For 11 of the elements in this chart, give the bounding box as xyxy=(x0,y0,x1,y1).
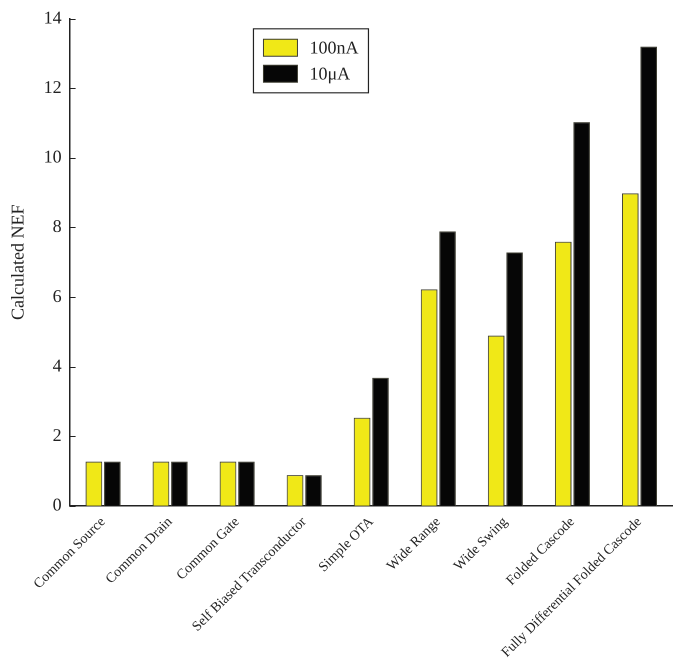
legend-label: 100nA xyxy=(309,38,358,58)
y-tick-label: 6 xyxy=(52,286,62,306)
y-tick-label: 4 xyxy=(52,355,62,376)
y-tick-label: 12 xyxy=(44,77,62,98)
y-tick-label: 10 xyxy=(44,146,62,167)
y-axis-title: Calculated NEF xyxy=(8,204,28,320)
y-tick-label: 14 xyxy=(44,8,62,28)
y-tick-label: 2 xyxy=(52,424,62,445)
y-tick-label: 8 xyxy=(52,216,62,236)
legend-label: 10μA xyxy=(309,64,350,84)
y-tick-label: 0 xyxy=(52,494,62,514)
